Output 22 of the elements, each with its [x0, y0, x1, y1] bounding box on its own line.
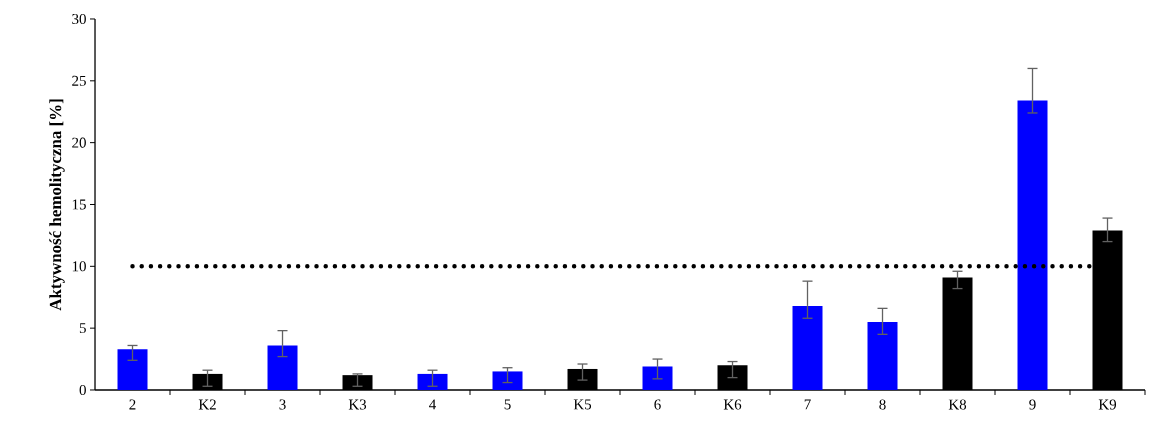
x-tick-label: K8 [948, 399, 967, 410]
x-tick-label: 2 [129, 399, 136, 410]
x-tick-label: 4 [429, 399, 437, 410]
y-tick-label: 10 [72, 261, 86, 272]
y-tick-label: 25 [72, 75, 86, 86]
x-tick-label: K3 [348, 399, 367, 410]
x-tick-label: 8 [879, 399, 886, 410]
x-tick-label: 9 [1029, 399, 1036, 410]
x-tick-label: K6 [723, 399, 742, 410]
y-tick-label: 30 [72, 13, 86, 25]
x-tick-label: 6 [654, 399, 661, 410]
y-tick-label: 15 [72, 199, 86, 210]
x-tick-label: 7 [804, 399, 811, 410]
y-tick-label: 5 [79, 323, 86, 334]
x-tick-label: 5 [504, 399, 511, 410]
y-tick-label: 20 [72, 137, 86, 148]
x-tick-label: K2 [198, 399, 216, 410]
x-tick-label: K5 [573, 399, 592, 410]
x-tick-label: 3 [279, 399, 286, 410]
x-tick-label: K9 [1098, 399, 1117, 410]
y-tick-label: 0 [79, 384, 86, 396]
y-axis-title: Aktywność hemolityczna [%] [49, 99, 65, 311]
